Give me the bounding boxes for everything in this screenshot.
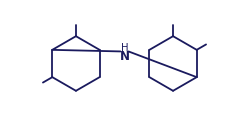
- Text: N: N: [120, 50, 129, 63]
- Text: H: H: [121, 43, 128, 53]
